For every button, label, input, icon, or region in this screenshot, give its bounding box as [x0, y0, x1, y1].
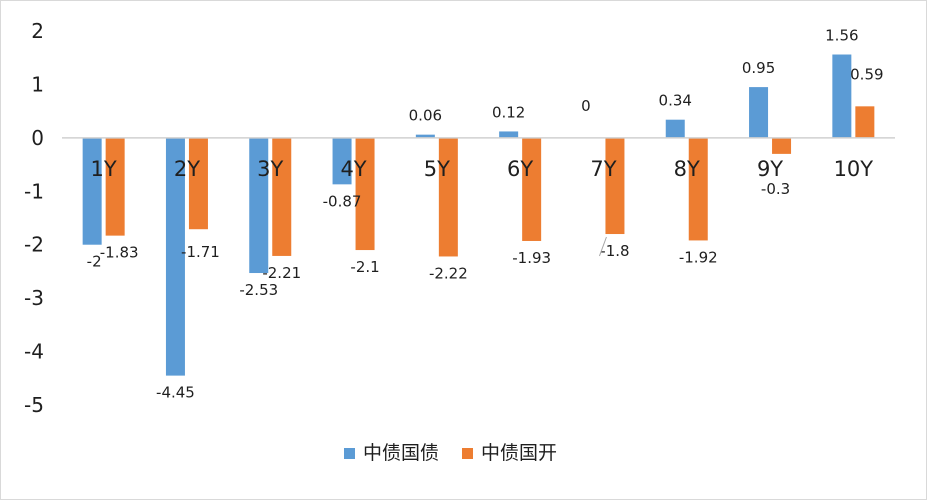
data-label: -2.53: [239, 281, 278, 299]
category-label: 9Y: [757, 157, 783, 181]
data-label: -4.45: [156, 384, 195, 402]
y-tick-label: -1: [24, 179, 44, 203]
category-label: 2Y: [174, 157, 200, 181]
data-label: -2.21: [262, 264, 301, 282]
bar-guokai-1Y: [105, 137, 125, 236]
category-labels: 1Y 2Y 3Y 4Y 5Y 6Y 7Y 8Y 9Y 10Y: [91, 157, 874, 181]
data-label: -0.3: [761, 180, 790, 198]
data-label: -1.83: [100, 244, 139, 262]
bar-guozhai-8Y: [665, 119, 685, 138]
bars: [82, 54, 875, 376]
data-label: 1.56: [825, 27, 858, 45]
bar-guokai-10Y: [855, 106, 875, 138]
data-label: 0.59: [850, 65, 883, 83]
bar-guokai-4Y: [355, 137, 375, 251]
category-label: 8Y: [674, 157, 700, 181]
legend: 中债国债 中债国开: [344, 442, 557, 464]
legend-swatch: [462, 448, 473, 459]
bar-guokai-3Y: [272, 137, 292, 256]
bar-guozhai-6Y: [499, 131, 519, 138]
data-label: 0.95: [742, 59, 775, 77]
category-label: 5Y: [424, 157, 450, 181]
bar-guozhai-2Y: [165, 137, 185, 376]
bar-guokai-8Y: [688, 137, 708, 241]
data-label: 0.12: [492, 103, 525, 121]
y-tick-label: 0: [31, 126, 44, 150]
data-label-leader-line: [598, 236, 607, 257]
y-tick-label: 1: [31, 72, 44, 96]
y-tick-label: -2: [24, 233, 44, 257]
category-label: 1Y: [91, 157, 117, 181]
y-tick-label: -4: [24, 340, 44, 364]
y-tick-label: -3: [24, 286, 44, 310]
bar-guozhai-10Y: [832, 54, 852, 138]
y-tick-label: -5: [24, 393, 44, 417]
data-label: 0: [581, 97, 591, 115]
bar-guokai-7Y: [605, 137, 625, 235]
bar-guokai-2Y: [188, 137, 208, 230]
data-label: -1.92: [679, 248, 718, 266]
bar-guokai-9Y: [772, 137, 792, 154]
y-axis-ticks: 2 1 0 -1 -2 -3 -4 -5: [24, 19, 44, 417]
data-label: -2.1: [350, 258, 379, 276]
bar-guokai-5Y: [438, 137, 458, 257]
data-label: -1.8: [600, 242, 629, 260]
bar-guozhai-1Y: [82, 137, 102, 245]
category-label: 7Y: [590, 157, 616, 181]
data-label: -1.93: [512, 249, 551, 267]
legend-label: 中债国债: [363, 442, 439, 464]
data-label: -1.71: [181, 243, 220, 261]
y-tick-label: 2: [31, 19, 44, 43]
bar-guozhai-5Y: [415, 134, 435, 138]
category-label: 3Y: [257, 157, 283, 181]
category-label: 6Y: [507, 157, 533, 181]
bar-guokai-6Y: [522, 137, 542, 241]
data-label: -2: [87, 253, 102, 271]
category-label: 10Y: [834, 157, 874, 181]
bar-guozhai-3Y: [249, 137, 269, 274]
data-labels: -2 -4.45 -2.53 -0.87 0.06 0.12 0 0.34 0.95 1.56 -1…: [87, 27, 884, 402]
legend-label: 中债国开: [481, 442, 557, 464]
legend-swatch: [344, 448, 355, 459]
bar-guozhai-4Y: [332, 137, 352, 185]
data-label: -2.22: [429, 264, 468, 282]
data-label: -0.87: [323, 192, 362, 210]
data-label: 0.34: [659, 92, 692, 110]
bar-guozhai-9Y: [749, 87, 769, 138]
data-label: 0.06: [409, 107, 442, 125]
category-label: 4Y: [340, 157, 366, 181]
